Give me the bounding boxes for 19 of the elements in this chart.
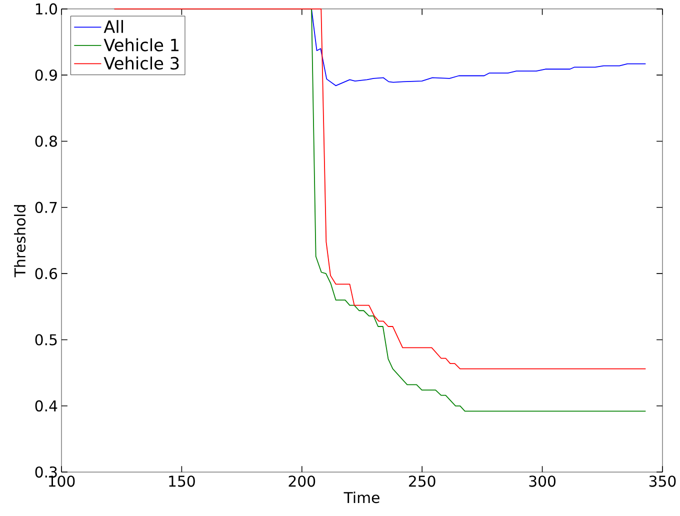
legend-label: Vehicle 1	[104, 38, 178, 52]
y-tick-label: 0.3	[35, 466, 57, 478]
x-axis-title: Time	[344, 492, 380, 504]
x-tick-label: 300	[529, 476, 556, 487]
y-axis-title: Threshold	[14, 205, 26, 278]
x-tick-label: 250	[408, 476, 436, 487]
x-tick-label: 200	[288, 476, 316, 487]
y-tick-label: 1.0	[36, 3, 57, 15]
x-tick-label: 350	[649, 476, 676, 487]
legend-label: Vehicle 3	[104, 56, 179, 70]
y-tick-label: 0.6	[35, 268, 58, 280]
y-tick-label: 0.4	[35, 400, 58, 412]
y-tick-label: 0.9	[35, 70, 57, 81]
legend-label: All	[104, 20, 123, 33]
y-tick-label: 0.8	[35, 136, 57, 148]
x-tick-label: 100	[48, 476, 75, 487]
x-tick-label: 150	[169, 476, 195, 487]
y-tick-label: 0.5	[35, 334, 57, 346]
y-tick-label: 0.7	[35, 202, 57, 214]
